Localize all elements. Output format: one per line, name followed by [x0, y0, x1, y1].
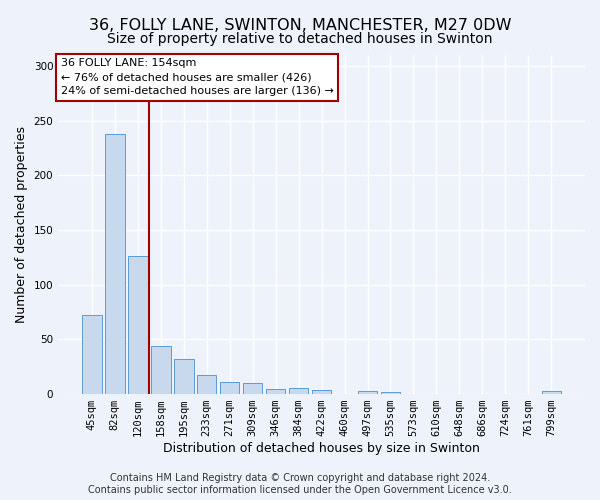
Text: Size of property relative to detached houses in Swinton: Size of property relative to detached ho… — [107, 32, 493, 46]
Bar — [542, 391, 561, 394]
Bar — [381, 392, 400, 394]
Bar — [151, 346, 170, 394]
Bar — [128, 256, 148, 394]
Text: Contains HM Land Registry data © Crown copyright and database right 2024.
Contai: Contains HM Land Registry data © Crown c… — [88, 474, 512, 495]
Bar — [266, 388, 286, 394]
Bar — [312, 390, 331, 394]
Y-axis label: Number of detached properties: Number of detached properties — [15, 126, 28, 323]
Bar — [82, 316, 101, 394]
Bar — [289, 388, 308, 394]
X-axis label: Distribution of detached houses by size in Swinton: Distribution of detached houses by size … — [163, 442, 480, 455]
Text: 36 FOLLY LANE: 154sqm
← 76% of detached houses are smaller (426)
24% of semi-det: 36 FOLLY LANE: 154sqm ← 76% of detached … — [61, 58, 334, 96]
Bar — [174, 359, 194, 394]
Bar — [220, 382, 239, 394]
Bar — [105, 134, 125, 394]
Bar — [197, 376, 217, 394]
Bar — [358, 391, 377, 394]
Bar — [243, 383, 262, 394]
Text: 36, FOLLY LANE, SWINTON, MANCHESTER, M27 0DW: 36, FOLLY LANE, SWINTON, MANCHESTER, M27… — [89, 18, 511, 32]
